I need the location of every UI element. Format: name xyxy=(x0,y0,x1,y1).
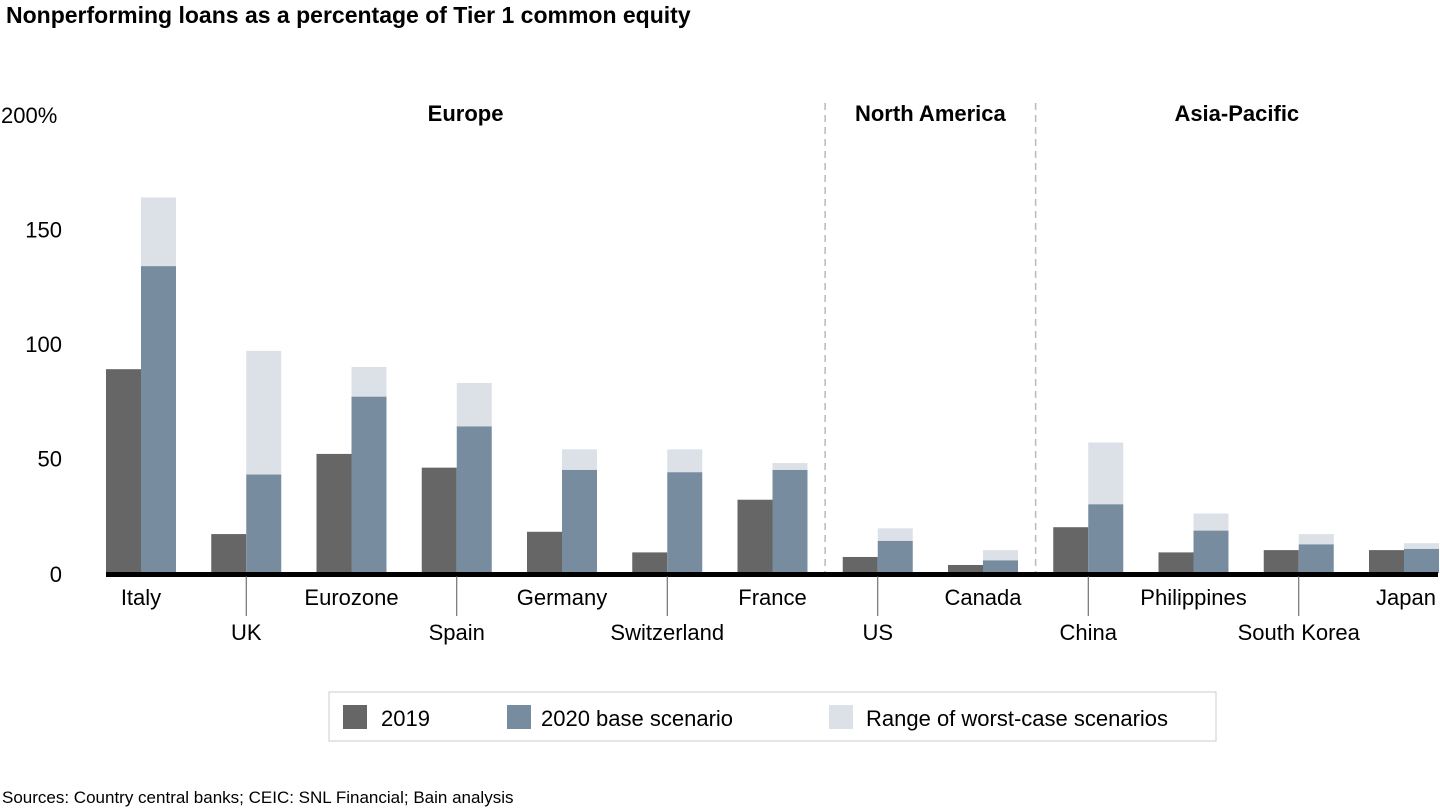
bar-group-south-korea xyxy=(1263,534,1334,573)
bar-range-france xyxy=(772,463,808,470)
legend-item-range-of-worst-case-scenarios: Range of worst-case scenarios xyxy=(829,705,1168,731)
bar-2020-base-philippines xyxy=(1193,530,1229,573)
bar-2019-spain xyxy=(421,467,457,573)
bar-group-eurozone xyxy=(316,366,387,573)
bar-range-germany xyxy=(562,449,597,470)
bar-range-china xyxy=(1088,442,1124,505)
x-label-spain: Spain xyxy=(429,620,485,645)
bar-2020-base-france xyxy=(772,469,808,573)
y-tick-100: 100 xyxy=(25,332,62,357)
bar-2020-base-eurozone xyxy=(351,396,387,573)
bar-group-japan xyxy=(1369,543,1439,573)
bar-2020-base-germany xyxy=(562,469,597,573)
bar-group-germany xyxy=(527,449,597,573)
bar-2019-italy xyxy=(106,369,141,573)
legend-item-2019: 2019 xyxy=(343,705,430,731)
legend: 2019 2020 base scenario Range of worst-cas… xyxy=(328,691,1217,742)
bar-group-switzerland xyxy=(632,449,703,573)
bar-range-philippines xyxy=(1193,513,1229,531)
bar-group-canada xyxy=(948,550,1018,573)
bar-2019-uk xyxy=(211,534,247,573)
bar-2020-base-canada xyxy=(983,560,1018,573)
bar-range-canada xyxy=(983,550,1018,561)
bar-2019-philippines xyxy=(1158,552,1194,573)
bar-group-france xyxy=(737,463,808,573)
bar-2019-canada xyxy=(948,564,983,573)
bar-range-south-korea xyxy=(1298,534,1334,545)
legend-box xyxy=(328,691,1217,742)
bar-2020-base-italy xyxy=(141,266,176,573)
legend-swatch-2020-base-scenario xyxy=(507,705,531,729)
bar-2019-germany xyxy=(527,531,562,573)
legend-label-range-of-worst-case-scenarios: Range of worst-case scenarios xyxy=(866,706,1168,731)
x-label-switzerland: Switzerland xyxy=(610,620,724,645)
x-label-japan: Japan xyxy=(1376,585,1436,610)
bar-range-italy xyxy=(141,197,176,267)
y-tick-150: 150 xyxy=(25,218,62,243)
region-label-north-america: North America xyxy=(855,101,1007,126)
bar-2019-switzerland xyxy=(632,552,668,573)
region-labels: Europe North America Asia-Pacific xyxy=(428,101,1300,126)
legend-label-2019: 2019 xyxy=(381,706,430,731)
legend-item-2020-base-scenario: 2020 base scenario xyxy=(507,705,733,731)
bar-2019-china xyxy=(1053,527,1089,573)
bar-2020-base-uk xyxy=(246,474,282,573)
y-tick-200: 200% xyxy=(1,103,57,128)
x-label-uk: UK xyxy=(231,620,262,645)
x-label-france: France xyxy=(738,585,806,610)
bar-2019-eurozone xyxy=(316,453,352,573)
bar-2019-japan xyxy=(1369,550,1404,573)
bar-2020-base-japan xyxy=(1404,548,1439,573)
x-label-canada: Canada xyxy=(944,585,1022,610)
x-label-china: China xyxy=(1060,620,1118,645)
bar-2020-base-us xyxy=(877,540,913,573)
legend-swatch-2019 xyxy=(343,705,367,729)
bar-2020-base-switzerland xyxy=(667,472,703,573)
bar-range-japan xyxy=(1404,543,1439,549)
bar-group-uk xyxy=(211,350,282,573)
x-label-south-korea: South Korea xyxy=(1238,620,1361,645)
region-label-europe: Europe xyxy=(428,101,504,126)
bar-2020-base-spain xyxy=(456,426,492,573)
y-tick-50: 50 xyxy=(38,447,62,472)
bar-group-italy xyxy=(106,197,176,573)
region-label-asia-pacific: Asia-Pacific xyxy=(1174,101,1299,126)
x-label-italy: Italy xyxy=(121,585,161,610)
bar-range-switzerland xyxy=(667,449,703,473)
x-label-philippines: Philippines xyxy=(1140,585,1246,610)
bar-range-spain xyxy=(456,382,492,427)
bar-2019-france xyxy=(737,499,773,573)
bar-range-uk xyxy=(246,350,282,475)
bar-range-us xyxy=(877,528,913,541)
x-axis-line xyxy=(106,572,1438,577)
bar-group-china xyxy=(1053,442,1124,573)
x-label-germany: Germany xyxy=(517,585,607,610)
legend-swatch-range-of-worst-case-scenarios xyxy=(829,705,853,729)
bar-2019-us xyxy=(842,556,878,573)
bar-group-spain xyxy=(421,382,492,573)
y-tick-0: 0 xyxy=(50,562,62,587)
bars xyxy=(106,197,1439,573)
x-label-eurozone: Eurozone xyxy=(304,585,398,610)
source-note: Sources: Country central banks; CEIC: SN… xyxy=(2,788,514,807)
bar-group-philippines xyxy=(1158,513,1229,573)
legend-label-2020-base-scenario: 2020 base scenario xyxy=(541,706,733,731)
bar-2020-base-china xyxy=(1088,504,1124,573)
y-axis-ticks: 0 50 100 150 200% xyxy=(1,103,62,587)
region-dividers xyxy=(824,103,1037,573)
chart-title: Nonperforming loans as a percentage of T… xyxy=(6,2,691,28)
bar-group-us xyxy=(842,528,913,573)
bar-2020-base-south-korea xyxy=(1298,544,1334,573)
bar-2019-south-korea xyxy=(1263,550,1299,573)
x-label-us: US xyxy=(862,620,893,645)
bar-range-eurozone xyxy=(351,366,387,397)
